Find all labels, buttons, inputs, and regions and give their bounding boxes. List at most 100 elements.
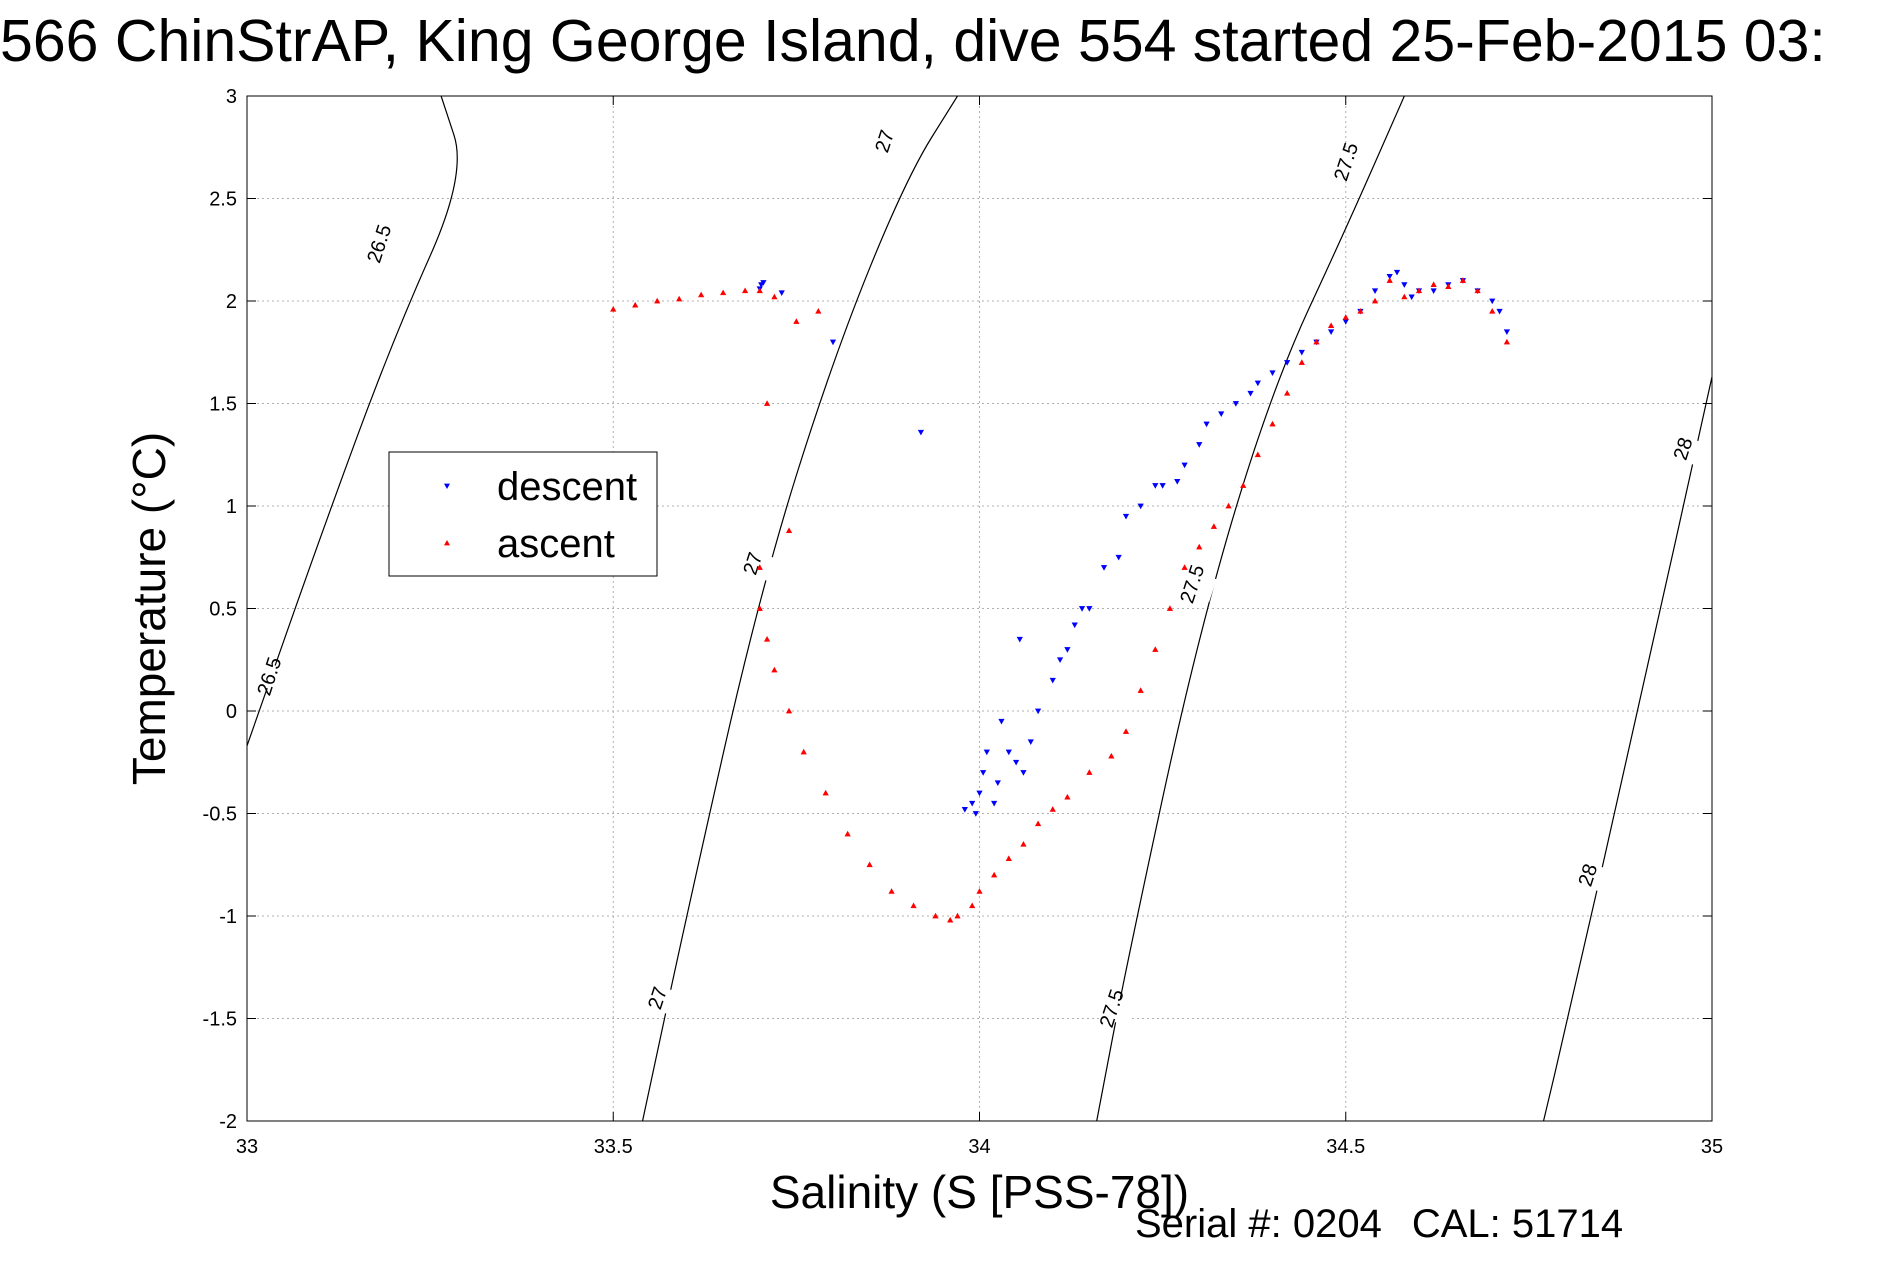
- legend-label-descent: descent: [497, 465, 637, 509]
- series-ascent: [610, 277, 1511, 923]
- descent-point: [1430, 288, 1437, 294]
- descent-point: [829, 339, 837, 346]
- descent-point: [1247, 390, 1254, 397]
- descent-point: [1232, 401, 1239, 407]
- ascent-point: [815, 308, 822, 314]
- density-contour-26.5: [247, 96, 458, 747]
- ascent-point: [866, 861, 873, 868]
- descent-point: [1049, 677, 1056, 684]
- density-contour-27: [641, 96, 959, 1121]
- contour-label-gap: [1658, 430, 1708, 467]
- y-axis-label: Temperature (°C): [123, 432, 175, 785]
- descent-point: [1386, 274, 1393, 280]
- descent-point: [1284, 360, 1291, 366]
- y-tick-label: 2: [226, 291, 237, 313]
- y-tick-label: -2: [219, 1111, 237, 1133]
- descent-point: [998, 718, 1005, 725]
- descent-point: [994, 780, 1001, 786]
- data-series: [610, 269, 1511, 923]
- ascent-point: [1357, 308, 1364, 314]
- descent-point: [972, 811, 979, 817]
- ascent-point: [756, 287, 763, 294]
- x-tick-label: 35: [1701, 1136, 1723, 1158]
- descent-point: [1159, 483, 1166, 489]
- ascent-point: [1503, 338, 1511, 345]
- ascent-point: [800, 748, 807, 755]
- ascent-point: [991, 871, 998, 878]
- legend-marker-ascent: [444, 540, 450, 546]
- ascent-point: [1342, 314, 1349, 320]
- descent-point: [1020, 770, 1027, 776]
- descent-point: [917, 429, 925, 436]
- ascent-point: [888, 888, 895, 894]
- descent-point: [1371, 288, 1379, 294]
- descent-point: [1152, 483, 1159, 489]
- y-tick-label: 0: [226, 701, 237, 723]
- ascent-point: [763, 400, 771, 406]
- descent-point: [1016, 636, 1023, 643]
- descent-point: [980, 770, 987, 776]
- ascent-point: [1327, 322, 1335, 328]
- ascent-point: [793, 318, 800, 324]
- ascent-point: [1196, 543, 1203, 550]
- ascent-point: [1445, 283, 1452, 290]
- ascent-point: [1064, 793, 1071, 800]
- descent-point: [991, 800, 998, 807]
- descent-point: [1269, 370, 1276, 376]
- descent-point: [1327, 329, 1335, 335]
- serial-number: Serial #: 0204: [1135, 1202, 1382, 1246]
- ascent-point: [1254, 451, 1261, 458]
- calibration-id: CAL: 51714: [1411, 1202, 1624, 1246]
- ascent-point: [698, 291, 705, 298]
- descent-point: [1298, 349, 1305, 356]
- ascent-point: [1489, 308, 1496, 314]
- ascent-point: [1166, 605, 1174, 611]
- descent-point: [1122, 513, 1130, 520]
- contour-label-gap: [1167, 565, 1217, 603]
- series-descent: [756, 269, 1511, 817]
- figure-title: 566 ChinStrAP, King George Island, dive …: [0, 8, 1826, 74]
- legend-marker-descent: [444, 483, 450, 489]
- descent-point: [1218, 411, 1225, 417]
- y-tick-label: 1: [226, 496, 237, 518]
- descent-point: [1203, 421, 1210, 428]
- ascent-point: [1225, 502, 1232, 509]
- descent-point: [1496, 308, 1503, 315]
- y-tick-label: -1: [219, 906, 237, 928]
- legend-label-ascent: ascent: [497, 522, 615, 566]
- ascent-point: [1474, 287, 1481, 294]
- x-tick-label: 33.5: [594, 1136, 633, 1158]
- ascent-point: [785, 707, 793, 714]
- descent-point: [1005, 749, 1012, 756]
- ascent-point: [969, 902, 976, 909]
- ascent-point: [822, 789, 829, 796]
- ascent-point: [654, 297, 661, 304]
- grid-lines: [247, 96, 1712, 1121]
- contour-label-gap: [1086, 990, 1136, 1027]
- contour-label-gap: [354, 225, 404, 262]
- descent-point: [1137, 503, 1144, 510]
- y-tick-label: -1.5: [203, 1009, 237, 1031]
- ascent-point: [1415, 287, 1423, 294]
- ascent-point: [1430, 281, 1437, 287]
- ascent-point: [844, 830, 851, 837]
- ascent-point: [1034, 820, 1042, 827]
- ascent-point: [1086, 769, 1093, 775]
- x-axis-label: Salinity (S [PSS-78]): [770, 1166, 1189, 1218]
- legend-box: [388, 451, 658, 577]
- descent-point: [1401, 282, 1408, 288]
- ascent-point: [771, 666, 778, 673]
- descent-point: [1174, 479, 1181, 485]
- contour-label-gap: [859, 122, 909, 160]
- y-tick-label: 2.5: [209, 189, 237, 211]
- contour-label-gap: [727, 545, 778, 582]
- descent-point: [1503, 329, 1511, 335]
- ascent-point: [1269, 420, 1276, 427]
- ascent-point: [610, 305, 617, 312]
- ascent-point: [1049, 806, 1056, 812]
- ascent-point: [1137, 687, 1144, 693]
- legend: descent ascent: [388, 451, 658, 577]
- descent-point: [1115, 554, 1122, 561]
- descent-point: [760, 280, 767, 286]
